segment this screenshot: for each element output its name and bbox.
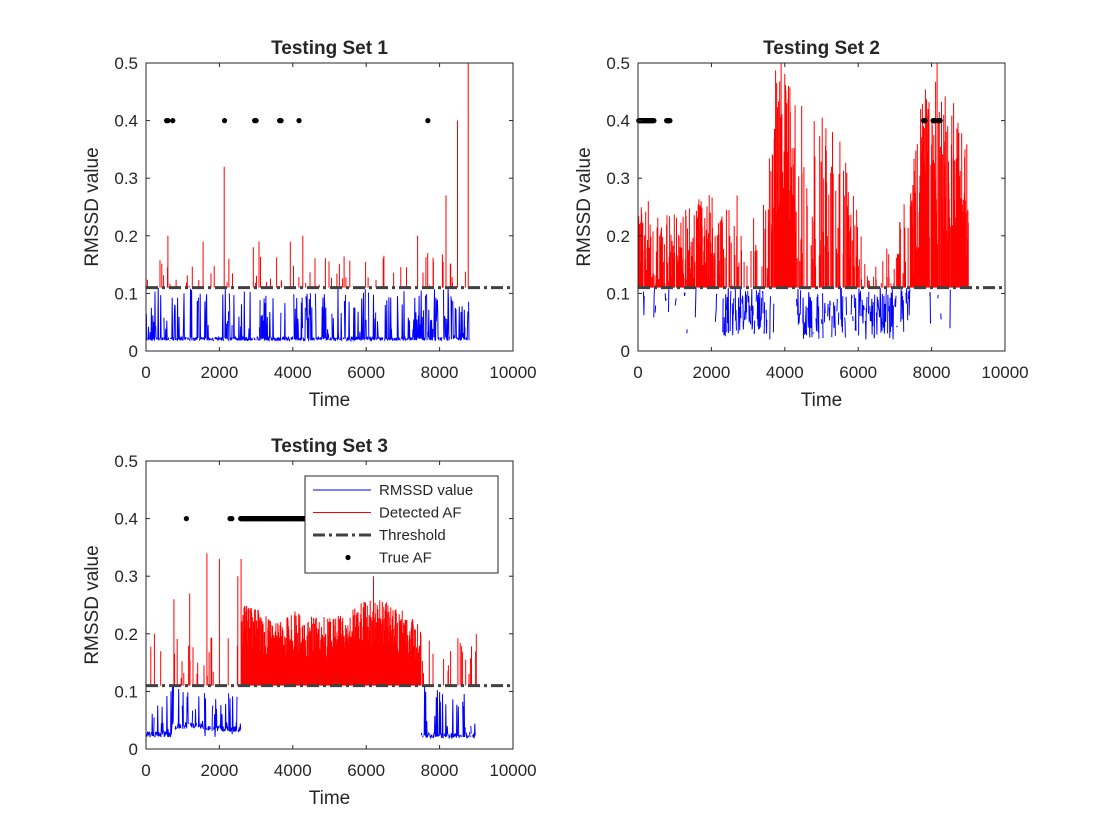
x-tick-label: 10000 [489,363,536,382]
y-tick-label: 0.4 [114,510,138,529]
y-tick-label: 0.2 [114,227,138,246]
x-tick-label: 10000 [489,761,536,780]
x-tick-label: 4000 [766,363,804,382]
legend-label-detected-af: Detected AF [379,505,462,522]
subplot-testing-set-3: 0 2000 4000 6000 8000 10000 0 0.1 0.2 0.3 0.4 0.5 Te… [82,436,537,809]
x-tick-label: 6000 [347,761,385,780]
y-tick-label: 0.5 [114,452,138,471]
y-tick-label: 0.1 [114,284,138,303]
y-tick-label: 0.1 [114,682,138,701]
true-af-point [229,516,235,522]
y-axis-label: RMSSD value [82,545,103,664]
x-tick-label: 2000 [200,363,238,382]
y-tick-label: 0.2 [606,227,630,246]
x-tick-label: 2000 [692,363,730,382]
x-tick-label: 6000 [347,363,385,382]
series-detected-af [146,63,469,288]
x-axis-label: Time [801,390,843,411]
x-axis-label: Time [309,788,351,809]
true-af-point [922,118,928,124]
true-af-point [165,118,171,124]
y-tick-label: 0.3 [114,169,138,188]
x-tick-label: 8000 [913,363,951,382]
true-af-point [183,516,189,522]
x-tick-label: 0 [141,761,150,780]
true-af-point [667,118,673,124]
legend-label-true-af: True AF [379,550,432,567]
y-tick-label: 0 [621,342,630,361]
axes-frame [637,62,1006,352]
legend-label-rmssd-value: RMSSD value [379,482,473,499]
x-tick-label: 4000 [274,363,312,382]
x-tick-label: 8000 [421,761,459,780]
legend-label-threshold: Threshold [379,527,446,544]
axes-frame [145,460,514,750]
subplot-testing-set-2: 0 2000 4000 6000 8000 10000 0 0.1 0.2 0.3 0.4 0.5 Te… [574,38,1029,411]
y-tick-label: 0 [129,740,138,759]
y-tick-label: 0.4 [606,112,630,131]
x-tick-label: 0 [633,363,642,382]
true-af-point [253,118,259,124]
subplot-testing-set-1: 0 2000 4000 6000 8000 10000 0 0.1 0.2 0.3 0.4 0.5 Te… [82,38,537,411]
true-af-point [221,118,228,124]
true-af-point [425,118,431,124]
y-tick-label: 0 [129,342,138,361]
legend: RMSSD value Detected AF Threshold True AF [304,475,499,574]
y-tick-label: 0.1 [606,284,630,303]
y-tick-label: 0.5 [606,54,630,73]
axes-frame [145,62,514,352]
y-axis-label: RMSSD value [82,147,103,266]
y-tick-label: 0.3 [114,567,138,586]
chart-title: Testing Set 1 [271,38,388,59]
x-tick-label: 4000 [274,761,312,780]
x-tick-label: 6000 [839,363,877,382]
x-tick-label: 0 [141,363,150,382]
true-af-point [296,118,302,124]
x-tick-label: 2000 [200,761,238,780]
x-tick-label: 10000 [981,363,1028,382]
true-af-point [651,118,657,124]
x-axis-label: Time [309,390,351,411]
true-af-point [278,118,284,124]
y-tick-label: 0.2 [114,625,138,644]
true-af-point [170,118,176,124]
chart-title: Testing Set 3 [271,436,388,457]
chart-title: Testing Set 2 [763,38,880,59]
x-tick-label: 8000 [421,363,459,382]
y-tick-label: 0.4 [114,112,138,131]
legend-box [304,475,499,574]
true-af-point [937,118,943,124]
y-tick-label: 0.3 [606,169,630,188]
series-rmssd-value [145,287,470,343]
y-tick-label: 0.5 [114,54,138,73]
y-axis-label: RMSSD value [574,147,595,266]
legend-marker [345,554,351,561]
series-detected-af [150,553,477,686]
